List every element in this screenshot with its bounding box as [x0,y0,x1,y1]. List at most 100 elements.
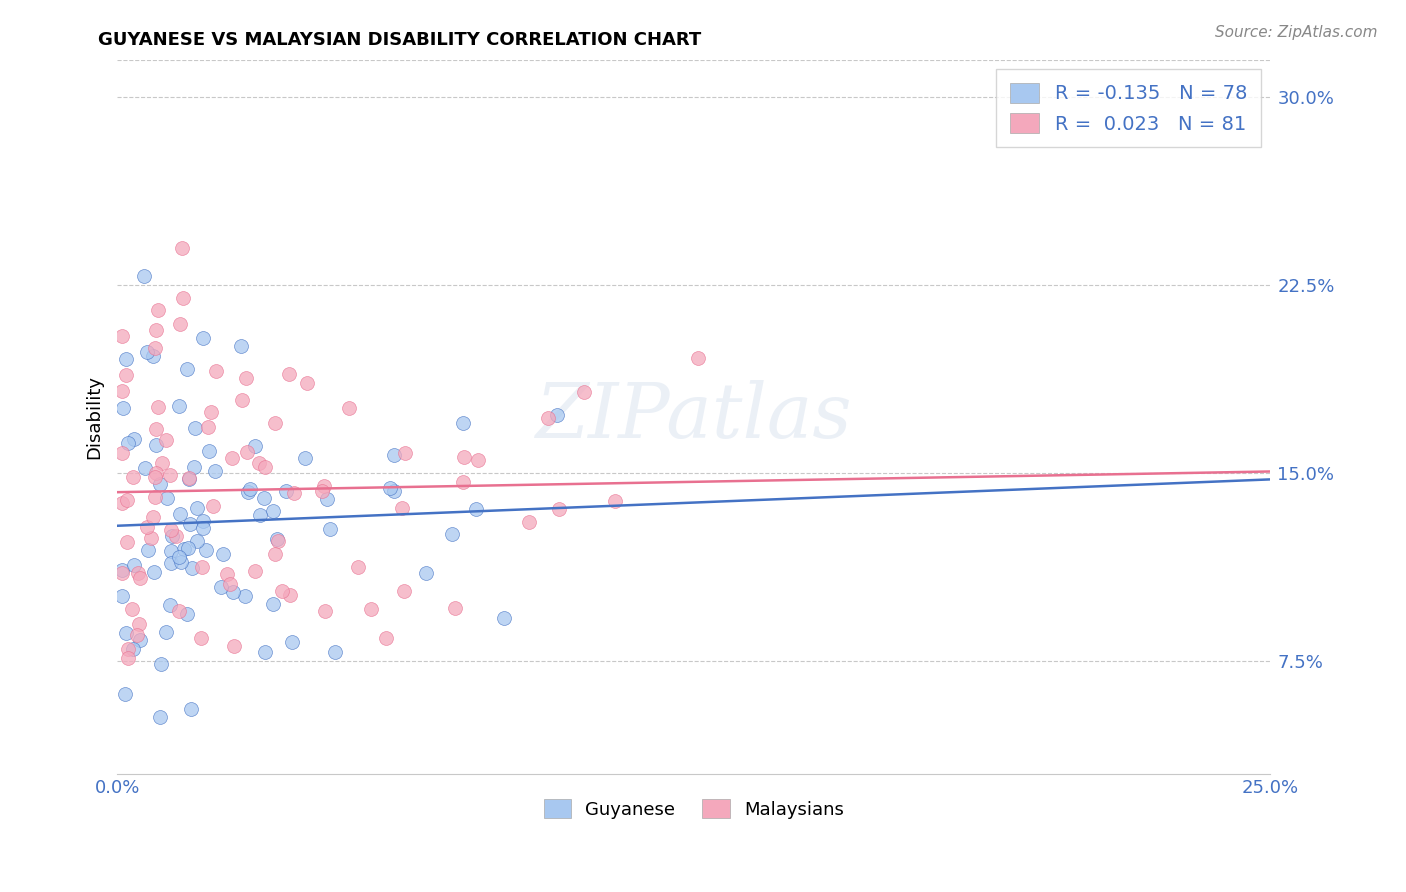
Point [111,563,134,577]
Point [145,323,167,337]
Point [170,555,193,569]
Point [145,421,167,435]
Point [177,541,200,555]
Point [451,475,474,490]
Point [311,483,333,498]
Point [337,401,360,415]
Text: GUYANESE VS MALAYSIAN DISABILITY CORRELATION CHART: GUYANESE VS MALAYSIAN DISABILITY CORRELA… [98,31,702,49]
Point [167,550,190,565]
Point [156,491,179,506]
Point [467,452,489,467]
Point [141,531,163,545]
Point [254,645,277,659]
Point [191,560,214,574]
Text: ZIPatlas: ZIPatlas [536,380,852,454]
Point [415,566,437,580]
Point [283,486,305,500]
Point [266,532,288,546]
Point [262,598,284,612]
Point [160,523,183,537]
Point [186,534,208,549]
Point [155,624,177,639]
Point [155,434,177,448]
Point [451,416,474,430]
Point [264,547,287,561]
Point [195,543,218,558]
Point [117,651,139,665]
Point [160,544,183,558]
Point [318,522,340,536]
Legend: Guyanese, Malaysians: Guyanese, Malaysians [537,792,851,826]
Point [184,421,207,435]
Point [145,438,167,452]
Point [191,521,214,535]
Point [143,566,166,580]
Point [111,566,134,581]
Point [122,642,145,657]
Point [149,477,172,491]
Point [222,585,245,599]
Point [149,657,172,672]
Point [238,485,260,500]
Point [165,529,187,543]
Point [548,501,571,516]
Point [243,439,266,453]
Point [394,446,416,460]
Point [217,567,239,582]
Point [121,470,143,484]
Point [177,472,200,486]
Point [235,371,257,385]
Point [197,420,219,434]
Point [181,560,204,574]
Point [176,361,198,376]
Point [114,368,136,383]
Point [209,580,232,594]
Point [222,639,245,653]
Point [179,471,201,485]
Point [686,351,709,365]
Point [115,626,138,640]
Point [517,515,540,529]
Point [191,330,214,344]
Point [127,628,149,642]
Point [295,376,318,390]
Point [236,445,259,459]
Point [186,500,208,515]
Point [167,604,190,618]
Point [135,520,157,534]
Point [201,499,224,513]
Point [382,483,405,498]
Point [143,341,166,355]
Point [172,291,194,305]
Point [159,556,181,570]
Point [204,364,226,378]
Point [134,461,156,475]
Point [142,349,165,363]
Point [114,351,136,366]
Point [266,533,288,548]
Point [127,566,149,580]
Point [444,601,467,615]
Point [323,645,346,659]
Point [136,345,159,359]
Point [128,617,150,632]
Point [111,384,134,399]
Point [122,558,145,573]
Point [115,492,138,507]
Point [159,468,181,483]
Point [263,416,285,430]
Point [281,635,304,649]
Point [149,710,172,724]
Point [243,564,266,578]
Point [270,583,292,598]
Point [117,642,139,657]
Point [117,435,139,450]
Point [218,577,240,591]
Point [146,303,169,318]
Point [142,510,165,524]
Point [314,604,336,618]
Point [239,482,262,496]
Point [204,464,226,478]
Point [382,448,405,462]
Point [231,392,253,407]
